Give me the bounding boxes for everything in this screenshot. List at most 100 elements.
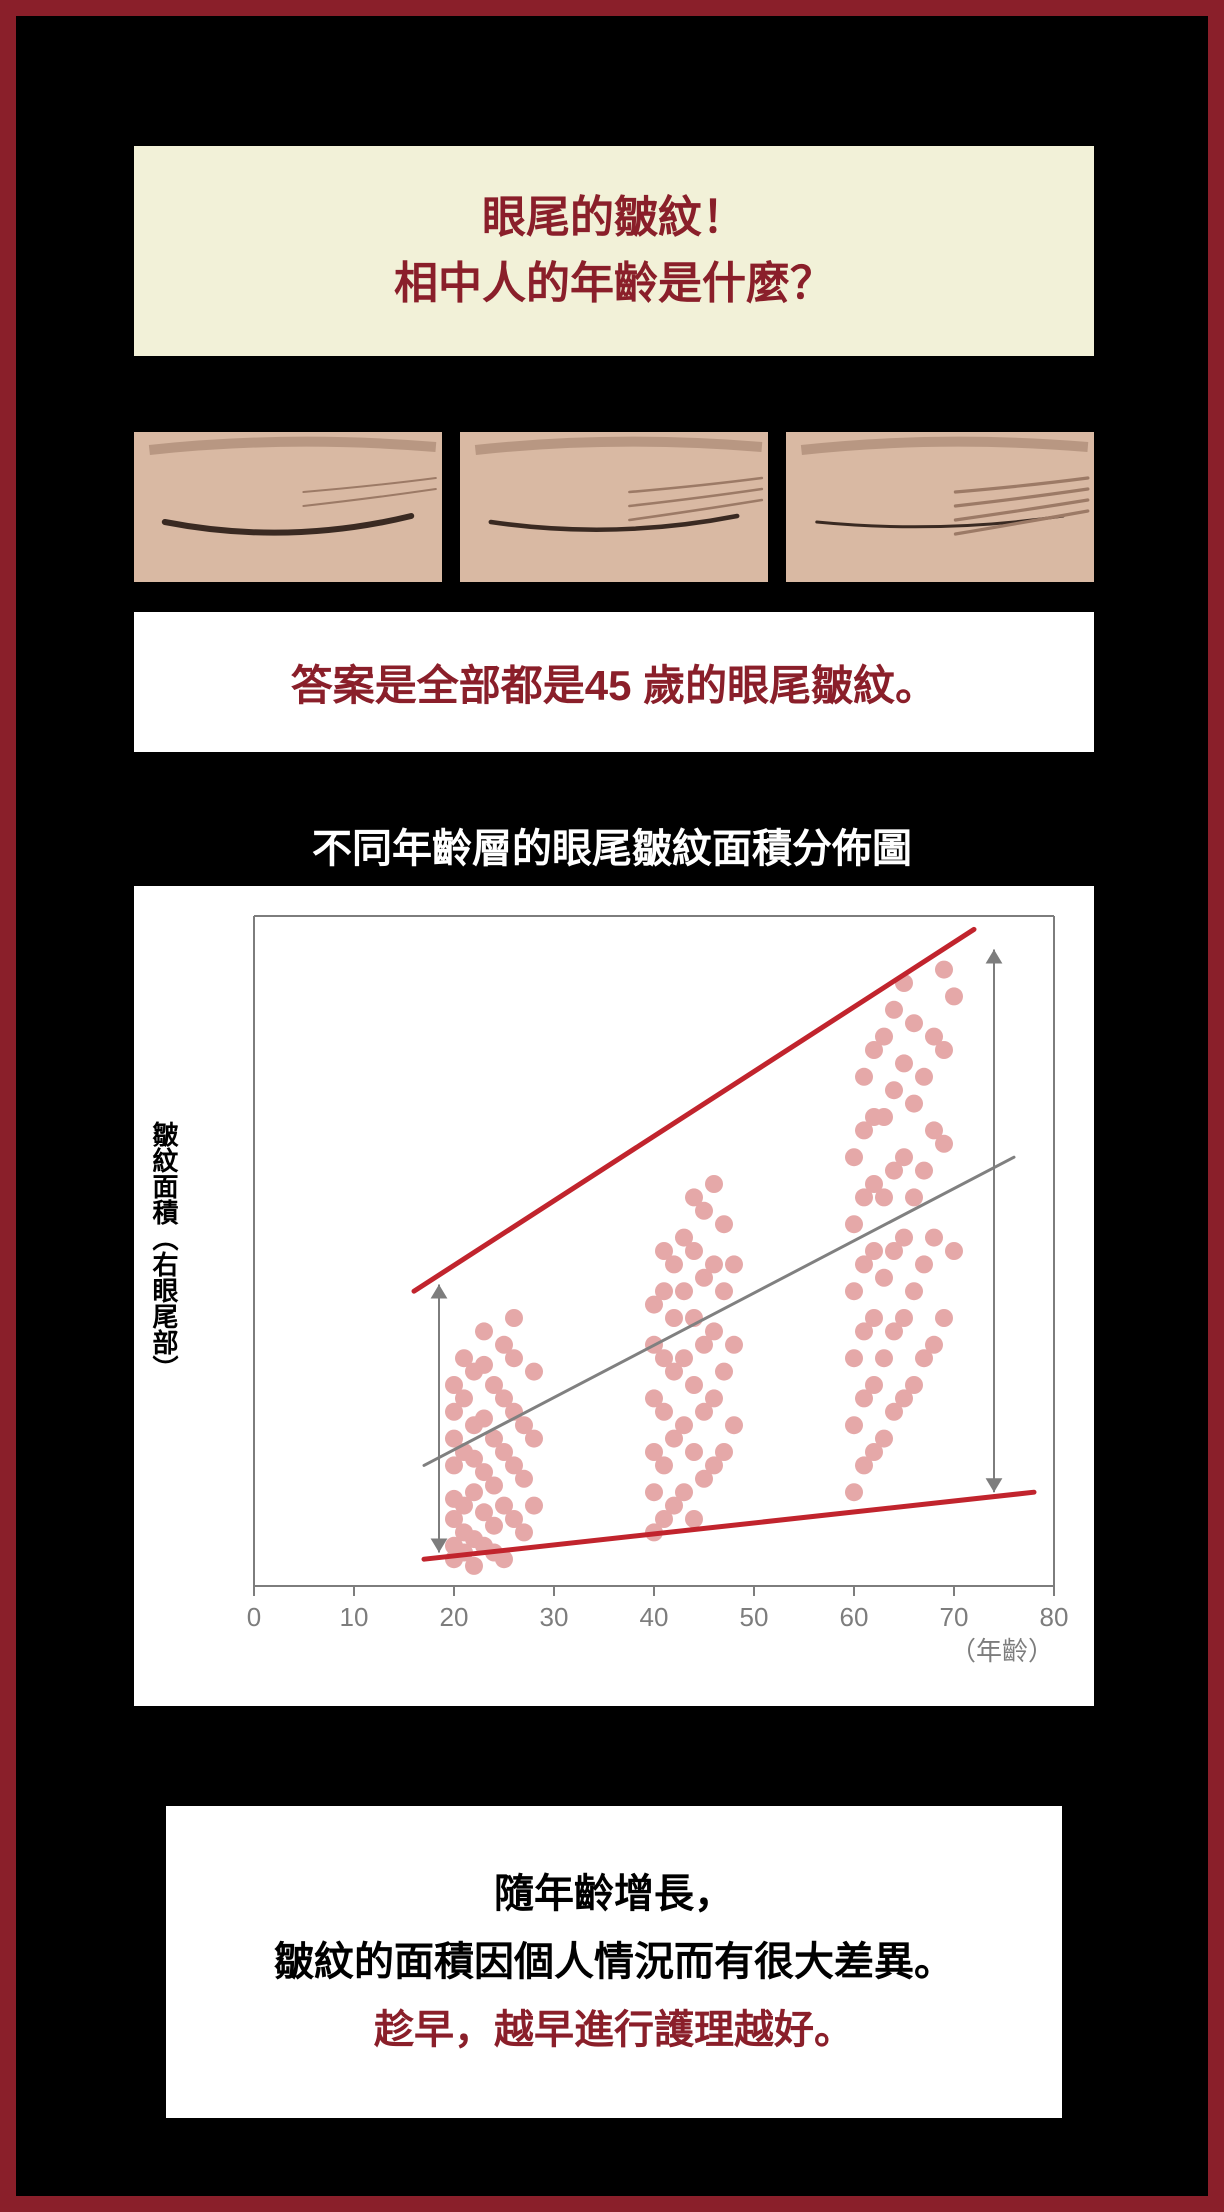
x-tick-label: 60 xyxy=(840,1602,869,1632)
data-point xyxy=(865,1309,883,1327)
data-point xyxy=(485,1517,503,1535)
data-point xyxy=(875,1349,893,1367)
data-point xyxy=(715,1443,733,1461)
data-point xyxy=(855,1068,873,1086)
data-point xyxy=(725,1255,743,1273)
data-point xyxy=(845,1349,863,1367)
data-point xyxy=(525,1497,543,1515)
data-point xyxy=(685,1510,703,1528)
eye-illustration xyxy=(460,432,768,582)
eye-illustration xyxy=(134,432,442,582)
x-tick-label: 50 xyxy=(740,1602,769,1632)
data-point xyxy=(685,1376,703,1394)
data-point xyxy=(875,1028,893,1046)
data-point xyxy=(875,1188,893,1206)
data-point xyxy=(945,1242,963,1260)
x-tick-label: 40 xyxy=(640,1602,669,1632)
data-point xyxy=(905,1376,923,1394)
data-point xyxy=(665,1255,683,1273)
data-point xyxy=(675,1349,693,1367)
data-point xyxy=(705,1322,723,1340)
data-point xyxy=(875,1430,893,1448)
eye-photo-tile xyxy=(460,432,768,582)
data-point xyxy=(715,1215,733,1233)
data-point xyxy=(715,1363,733,1381)
x-tick-label: 70 xyxy=(940,1602,969,1632)
x-tick-label: 20 xyxy=(440,1602,469,1632)
x-tick-label: 10 xyxy=(340,1602,369,1632)
eye-photo-tile xyxy=(134,432,442,582)
data-point xyxy=(905,1188,923,1206)
data-point xyxy=(935,1041,953,1059)
data-point xyxy=(705,1255,723,1273)
data-point xyxy=(665,1309,683,1327)
answer-box: 答案是全部都是45 歲的眼尾皺紋。 xyxy=(134,612,1094,752)
data-point xyxy=(465,1557,483,1575)
data-point xyxy=(525,1363,543,1381)
data-point xyxy=(475,1410,493,1428)
data-point xyxy=(895,1229,913,1247)
data-point xyxy=(845,1483,863,1501)
data-point xyxy=(845,1215,863,1233)
data-point xyxy=(915,1255,933,1273)
x-axis-label: （年齡） xyxy=(950,1636,1054,1666)
data-point xyxy=(905,1014,923,1032)
data-point xyxy=(655,1403,673,1421)
data-point xyxy=(685,1242,703,1260)
data-point xyxy=(945,987,963,1005)
data-point xyxy=(685,1443,703,1461)
data-point xyxy=(935,961,953,979)
data-point xyxy=(705,1175,723,1193)
data-point xyxy=(905,1095,923,1113)
answer-text: 答案是全部都是45 歲的眼尾皺紋。 xyxy=(291,652,937,713)
question-line-1: 眼尾的皺紋！ xyxy=(482,185,746,251)
data-point xyxy=(885,1001,903,1019)
data-point xyxy=(475,1356,493,1374)
x-tick-label: 0 xyxy=(247,1602,261,1632)
data-point xyxy=(655,1282,673,1300)
conclusion-line-1: 隨年齡增長， xyxy=(494,1860,734,1928)
y-axis-label: 皺紋面積（右眼尾部） xyxy=(149,1121,179,1381)
data-point xyxy=(725,1336,743,1354)
data-point xyxy=(675,1416,693,1434)
data-point xyxy=(845,1282,863,1300)
data-point xyxy=(675,1282,693,1300)
data-point xyxy=(515,1523,533,1541)
conclusion-line-3: 趁早，越早進行護理越好。 xyxy=(374,1996,854,2064)
data-point xyxy=(865,1242,883,1260)
data-point xyxy=(895,1148,913,1166)
data-point xyxy=(505,1309,523,1327)
data-point xyxy=(465,1483,483,1501)
data-point xyxy=(695,1202,713,1220)
data-point xyxy=(725,1416,743,1434)
data-point xyxy=(925,1336,943,1354)
chart-title-text: 不同年齡層的眼尾皺紋面積分佈圖 xyxy=(312,827,912,871)
scatter-chart: 皺紋面積（右眼尾部）01020304050607080（年齡） xyxy=(134,886,1094,1706)
conclusion-box: 隨年齡增長， 皺紋的面積因個人情況而有很大差異。 趁早，越早進行護理越好。 xyxy=(166,1806,1062,2118)
data-point xyxy=(915,1162,933,1180)
data-point xyxy=(485,1477,503,1495)
outer-frame: 眼尾的皺紋！ 相中人的年齡是什麼？ 答案是全部都是45 歲的眼尾皺紋。 不同年齡… xyxy=(0,0,1224,2212)
data-point xyxy=(875,1269,893,1287)
data-point xyxy=(905,1282,923,1300)
data-point xyxy=(655,1456,673,1474)
question-line-2: 相中人的年齡是什麼？ xyxy=(394,251,834,317)
data-point xyxy=(505,1349,523,1367)
data-point xyxy=(895,1309,913,1327)
eye-photo-tile xyxy=(786,432,1094,582)
data-point xyxy=(915,1068,933,1086)
eye-photo-row xyxy=(134,432,1094,582)
data-point xyxy=(875,1108,893,1126)
chart-svg: 皺紋面積（右眼尾部）01020304050607080（年齡） xyxy=(134,886,1094,1706)
data-point xyxy=(705,1389,723,1407)
x-tick-label: 30 xyxy=(540,1602,569,1632)
chart-title: 不同年齡層的眼尾皺紋面積分佈圖 xyxy=(16,816,1208,874)
conclusion-line-2: 皺紋的面積因個人情況而有很大差異。 xyxy=(274,1928,954,1996)
data-point xyxy=(715,1282,733,1300)
data-point xyxy=(845,1148,863,1166)
eye-illustration xyxy=(786,432,1094,582)
data-point xyxy=(885,1081,903,1099)
data-point xyxy=(675,1483,693,1501)
question-box: 眼尾的皺紋！ 相中人的年齡是什麼？ xyxy=(134,146,1094,356)
data-point xyxy=(895,1054,913,1072)
